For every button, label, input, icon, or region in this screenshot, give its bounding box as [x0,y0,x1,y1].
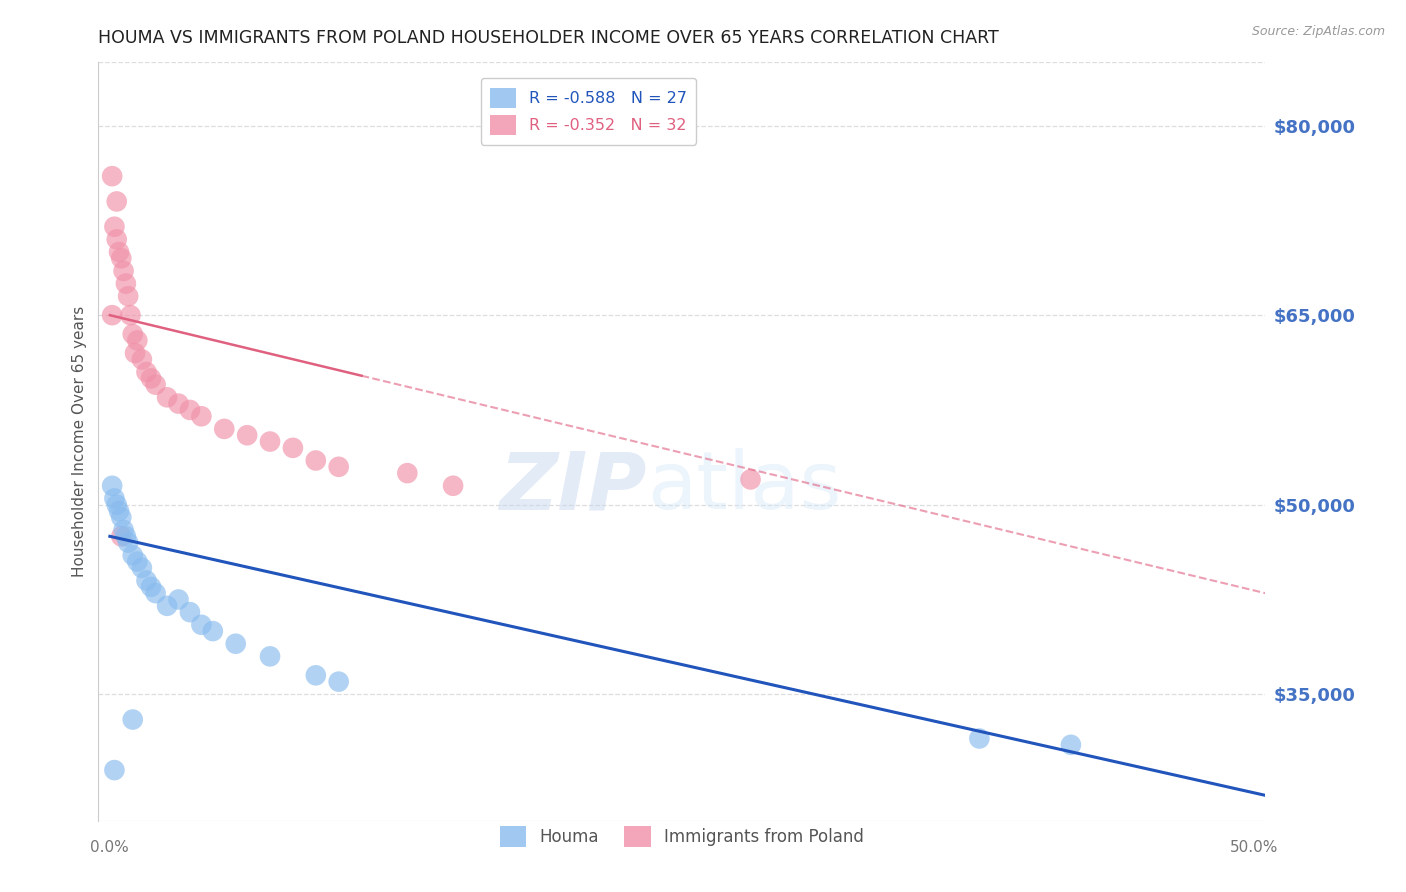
Point [740,473,762,487]
Point [145,586,167,600]
Point [305,668,328,682]
Text: 50.0%: 50.0% [1230,839,1278,855]
Point [236,428,259,442]
Point [156,390,179,404]
Point [101,308,124,322]
Point [305,453,328,467]
Point [190,617,212,632]
Point [225,637,247,651]
Point [120,308,142,322]
Point [105,194,128,209]
Point [110,510,132,524]
Text: atlas: atlas [647,448,841,526]
Point [259,649,281,664]
Text: HOUMA VS IMMIGRANTS FROM POLAND HOUSEHOLDER INCOME OVER 65 YEARS CORRELATION CHA: HOUMA VS IMMIGRANTS FROM POLAND HOUSEHOL… [98,29,1000,47]
Point [441,479,464,493]
Point [108,244,131,259]
Point [179,403,201,417]
Point [105,498,128,512]
Point [101,169,124,184]
Point [103,219,125,234]
Point [179,605,201,619]
Point [259,434,281,449]
Point [1060,738,1083,752]
Point [112,264,135,278]
Point [156,599,179,613]
Point [127,555,149,569]
Point [396,466,419,480]
Point [121,548,143,563]
Point [101,479,124,493]
Point [131,561,153,575]
Legend: Houma, Immigrants from Poland: Houma, Immigrants from Poland [494,819,870,854]
Point [167,592,190,607]
Point [131,352,153,367]
Point [281,441,304,455]
Point [117,289,139,303]
Point [201,624,224,639]
Point [135,574,157,588]
Point [167,396,190,410]
Text: Source: ZipAtlas.com: Source: ZipAtlas.com [1251,25,1385,38]
Point [135,365,157,379]
Point [108,504,131,518]
Point [115,277,138,291]
Point [117,535,139,549]
Point [103,763,125,777]
Text: 0.0%: 0.0% [90,839,129,855]
Point [112,523,135,537]
Point [145,377,167,392]
Point [328,459,350,474]
Point [105,232,128,246]
Point [121,713,143,727]
Point [110,529,132,543]
Point [139,371,162,385]
Point [121,327,143,342]
Point [328,674,350,689]
Point [115,529,138,543]
Point [127,334,149,348]
Point [969,731,991,746]
Text: ZIP: ZIP [499,448,647,526]
Y-axis label: Householder Income Over 65 years: Householder Income Over 65 years [72,306,87,577]
Point [214,422,236,436]
Point [124,346,146,360]
Point [110,252,132,266]
Point [139,580,162,594]
Point [103,491,125,506]
Point [190,409,212,424]
